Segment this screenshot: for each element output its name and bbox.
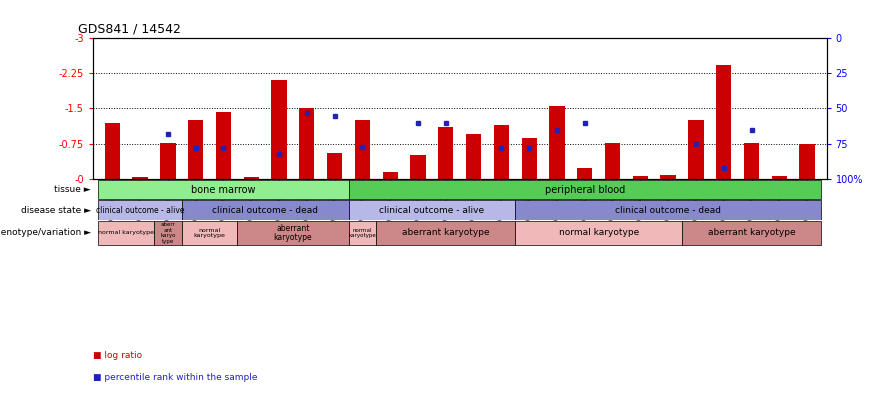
Text: normal
karyotype: normal karyotype [348, 228, 377, 238]
FancyBboxPatch shape [98, 200, 182, 220]
Text: tissue ►: tissue ► [55, 185, 91, 194]
Bar [327, 153, 342, 179]
FancyBboxPatch shape [98, 221, 154, 245]
Text: aberrant karyotype: aberrant karyotype [708, 228, 796, 238]
Bar [354, 120, 370, 179]
Text: ■ log ratio: ■ log ratio [93, 351, 142, 360]
Bar [466, 133, 481, 179]
Text: clinical outcome - alive: clinical outcome - alive [95, 206, 185, 215]
Text: aberrant karyotype: aberrant karyotype [402, 228, 490, 238]
Bar [743, 143, 759, 179]
Text: clinical outcome - alive: clinical outcome - alive [379, 206, 484, 215]
Text: normal karyotype: normal karyotype [98, 230, 154, 235]
Bar [188, 120, 203, 179]
FancyBboxPatch shape [348, 221, 377, 245]
FancyBboxPatch shape [182, 200, 348, 220]
Text: GDS841 / 14542: GDS841 / 14542 [78, 22, 181, 35]
FancyBboxPatch shape [237, 221, 348, 245]
Text: bone marrow: bone marrow [191, 185, 255, 194]
Bar [216, 112, 231, 179]
Bar [799, 144, 815, 179]
Text: clinical outcome - dead: clinical outcome - dead [212, 206, 318, 215]
Text: clinical outcome - dead: clinical outcome - dead [615, 206, 721, 215]
Bar [299, 109, 315, 179]
Bar [633, 176, 648, 179]
Text: aberr
ant
karyo
type: aberr ant karyo type [160, 222, 176, 244]
Bar [271, 80, 286, 179]
Bar [522, 138, 537, 179]
FancyBboxPatch shape [348, 200, 515, 220]
FancyBboxPatch shape [377, 221, 515, 245]
Bar [133, 177, 148, 179]
FancyBboxPatch shape [348, 180, 821, 200]
Text: normal
karyotype: normal karyotype [194, 228, 225, 238]
Bar [160, 143, 176, 179]
FancyBboxPatch shape [98, 180, 348, 200]
FancyBboxPatch shape [154, 221, 182, 245]
FancyBboxPatch shape [515, 200, 821, 220]
Text: aberrant
karyotype: aberrant karyotype [274, 224, 312, 242]
Bar [716, 65, 731, 179]
Bar [605, 143, 621, 179]
FancyBboxPatch shape [515, 221, 682, 245]
Text: ■ percentile rank within the sample: ■ percentile rank within the sample [93, 373, 257, 382]
Text: disease state ►: disease state ► [21, 206, 91, 215]
Bar [383, 172, 398, 179]
FancyBboxPatch shape [682, 221, 821, 245]
Text: peripheral blood: peripheral blood [545, 185, 625, 194]
Bar [438, 128, 453, 179]
Bar [772, 176, 787, 179]
Text: genotype/variation ►: genotype/variation ► [0, 228, 91, 238]
Bar [689, 120, 704, 179]
Bar [549, 106, 565, 179]
Bar [577, 168, 592, 179]
Bar [244, 177, 259, 179]
Text: normal karyotype: normal karyotype [559, 228, 639, 238]
Bar [494, 125, 509, 179]
Bar [104, 123, 120, 179]
Bar [660, 175, 675, 179]
Bar [410, 155, 425, 179]
FancyBboxPatch shape [182, 221, 237, 245]
